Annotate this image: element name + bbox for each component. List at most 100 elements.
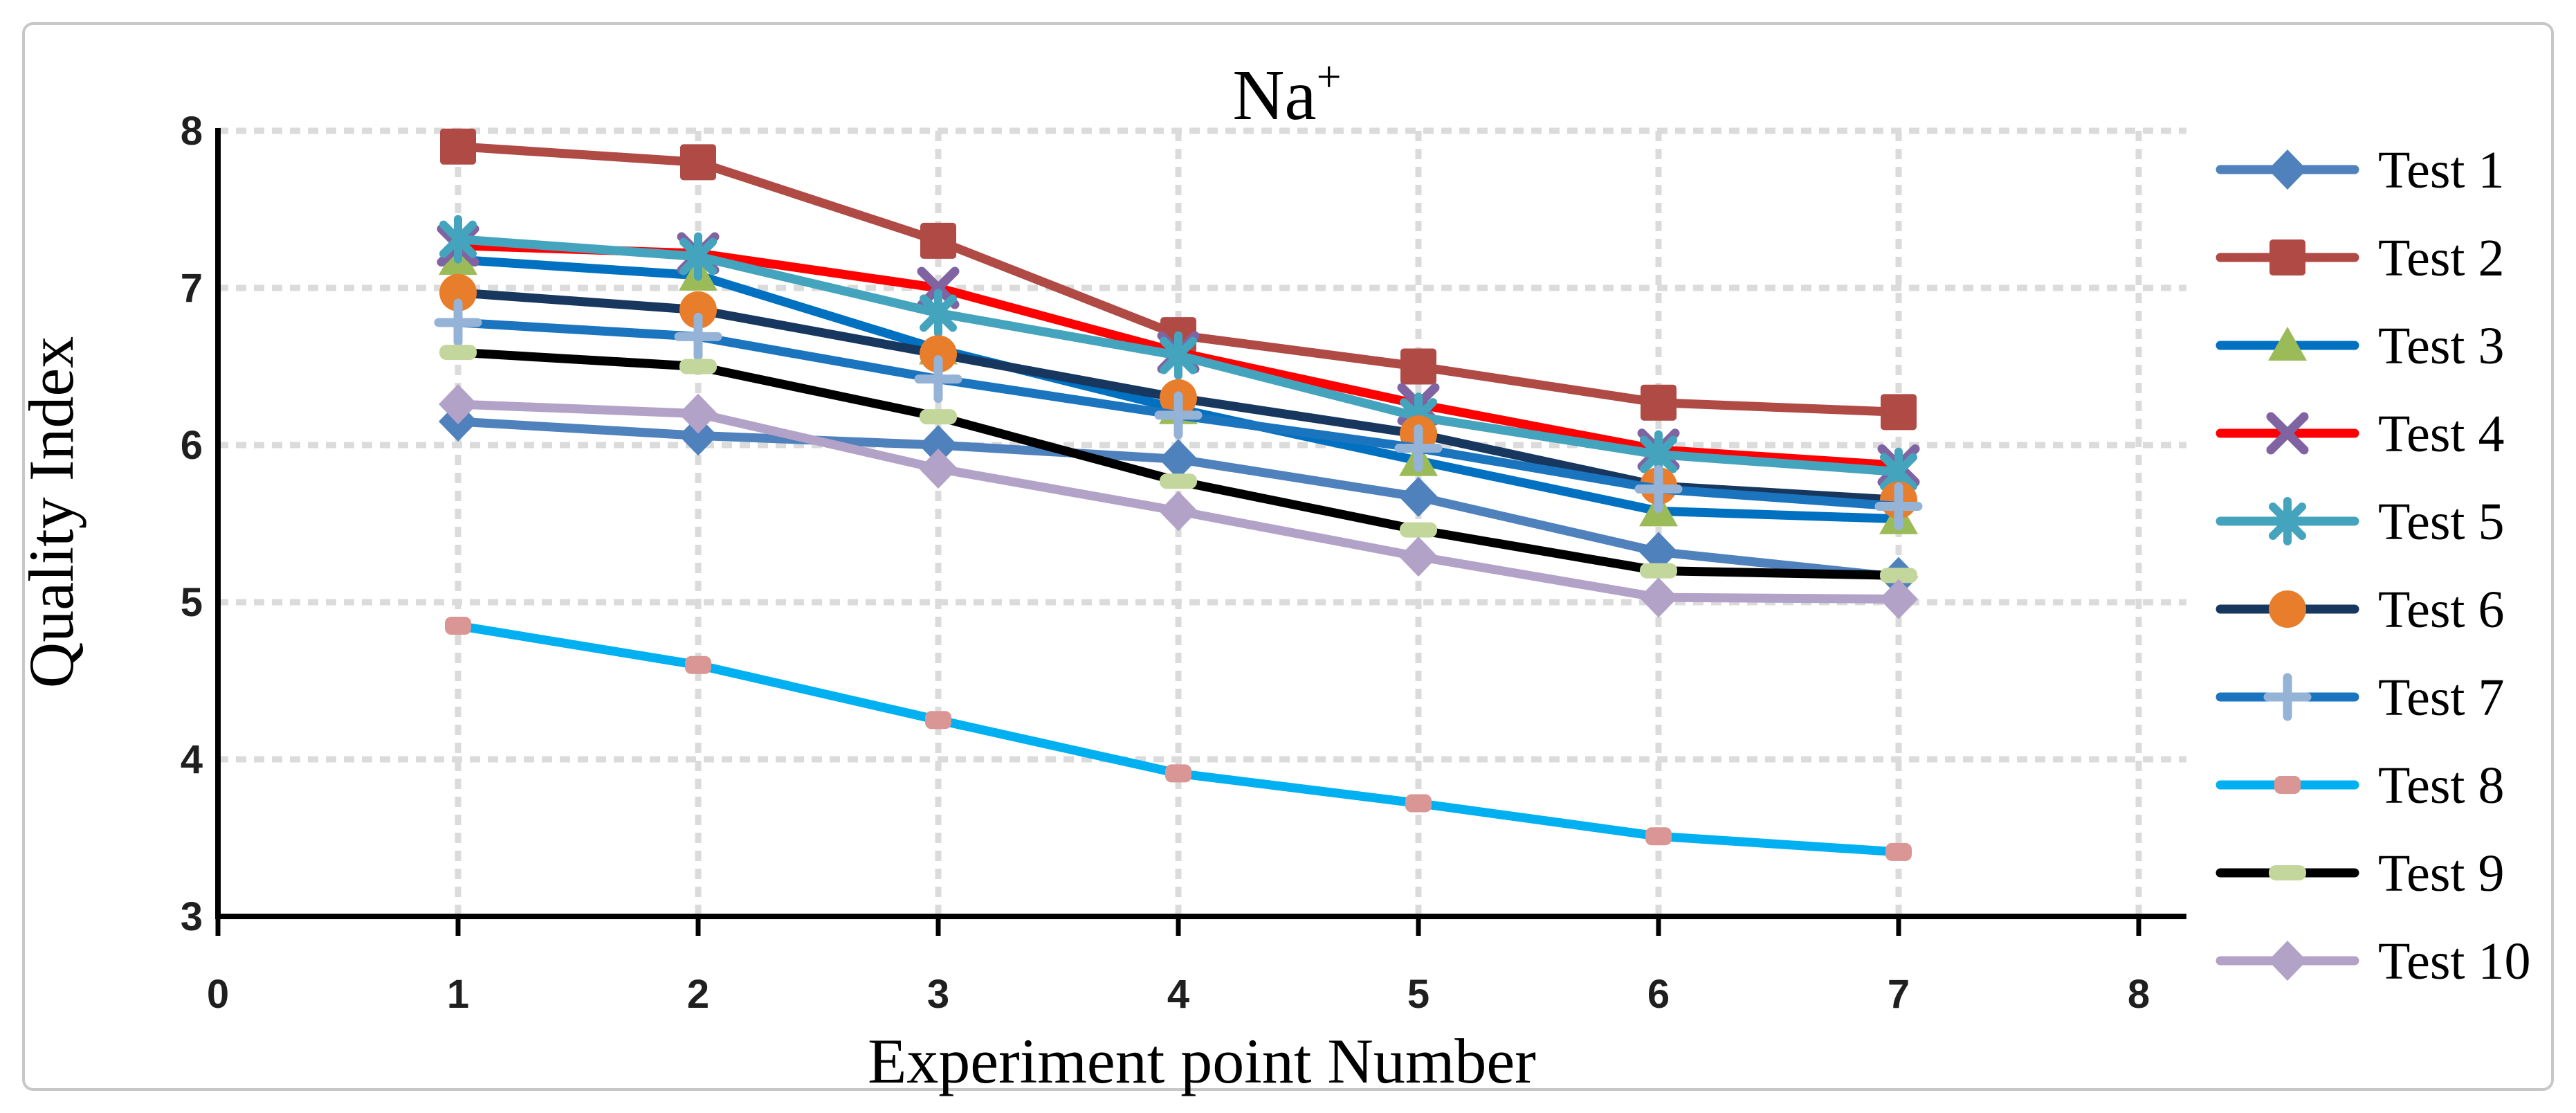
chart-title: Na+ [1232,52,1341,135]
legend-label-test-10: Test 10 [2378,932,2531,990]
legend-marker-test-3 [2268,327,2307,361]
series-marker-test-1-x3 [919,425,958,465]
legend-marker-test-7 [2263,673,2312,721]
x-axis-title: Experiment point Number [868,1026,1536,1096]
legend-marker-test-4 [2266,412,2309,455]
series-marker-test-6-x2 [679,291,717,329]
series-marker-test-7-x3 [914,355,962,404]
y-tick-label-7: 7 [181,266,203,311]
legend-item-test-6: Test 6 [2216,581,2505,639]
series-marker-test-2-x1 [440,128,476,165]
series-marker-test-7-x4 [1154,391,1203,440]
legend-item-test-10: Test 10 [2216,932,2531,990]
x-tick-label-1: 1 [447,972,469,1017]
y-tick-label-6: 6 [181,423,203,468]
series-marker-test-9-x7 [1880,568,1917,583]
series-test-10 [439,383,1918,619]
series-marker-test-9-x6 [1640,563,1677,579]
legend-item-test-9: Test 9 [2216,844,2505,903]
series-marker-test-6-x3 [920,335,957,373]
series-marker-test-7-x7 [1874,482,1923,531]
series-marker-test-9-x2 [679,359,717,374]
legend-marker-test-10 [2268,941,2307,981]
legend-item-test-5: Test 5 [2216,493,2505,551]
series-marker-test-10-x5 [1399,536,1438,577]
series-marker-test-1-x6 [1639,532,1678,572]
x-tick-label-2: 2 [687,972,709,1017]
legend-marker-test-6 [2269,590,2306,628]
series-marker-test-2-x7 [1881,394,1917,431]
series-plot-area [434,128,1923,861]
series-test-8 [445,617,1912,861]
series-marker-test-8-x6 [1645,827,1672,846]
legend-item-test-4: Test 4 [2216,405,2505,463]
series-marker-test-7-x2 [674,312,722,361]
series-marker-test-8-x2 [685,655,711,674]
series-marker-test-8-x1 [445,617,471,635]
legend-label-test-5: Test 5 [2378,493,2505,551]
series-marker-test-7-x5 [1394,424,1443,473]
legend-item-test-1: Test 1 [2216,141,2505,199]
x-tick-label-5: 5 [1407,972,1429,1017]
series-marker-test-1-x5 [1399,476,1438,517]
series-marker-test-10-x4 [1159,491,1198,532]
series-marker-test-9-x4 [1160,473,1197,489]
x-tick-label-7: 7 [1888,972,1910,1017]
series-marker-test-8-x7 [1885,842,1912,861]
series-marker-test-8-x5 [1405,794,1432,813]
series-marker-test-1-x4 [1159,439,1198,480]
y-axis-title: Quality Index [16,336,86,688]
series-marker-test-9-x3 [920,409,957,425]
legend-marker-test-2 [2269,239,2305,275]
legend-item-test-2: Test 2 [2216,229,2505,287]
legend-label-test-2: Test 2 [2378,229,2505,287]
series-marker-test-5-x3 [920,289,957,338]
legend: Test 1 Test 2 Test 3 Test 4 Test 5 Test 6 Test… [2216,141,2531,990]
axis-tick-labels: 3 4 5 6 7 8 0 1 2 3 4 5 6 7 8 [181,109,2150,1017]
series-marker-test-9-x1 [439,345,477,361]
y-tick-label-4: 4 [181,737,203,782]
x-tick-label-6: 6 [1647,972,1670,1017]
legend-label-test-4: Test 4 [2378,405,2505,463]
legend-item-test-3: Test 3 [2216,317,2505,375]
series-marker-test-6-x1 [439,273,477,311]
series-marker-test-10-x6 [1639,577,1678,618]
series-marker-test-10-x3 [919,449,958,489]
chart-title-superscript: + [1317,52,1342,101]
x-tick-label-0: 0 [207,972,229,1017]
y-tick-label-5: 5 [181,580,203,625]
series-marker-test-5-x1 [439,215,477,264]
series-test-9 [439,345,1917,583]
legend-marker-test-9 [2269,865,2306,880]
legend-marker-test-5 [2269,497,2306,545]
series-test-7 [434,298,1923,531]
x-tick-label-8: 8 [2128,972,2150,1017]
y-tick-label-8: 8 [181,109,203,154]
series-marker-test-5-x2 [679,232,717,281]
series-marker-test-10-x2 [679,393,718,434]
series-marker-test-9-x5 [1400,522,1437,538]
legend-label-test-1: Test 1 [2378,141,2505,199]
series-marker-test-7-x1 [434,298,482,347]
legend-label-test-3: Test 3 [2378,317,2505,375]
series-marker-test-2-x2 [680,144,716,181]
legend-item-test-7: Test 7 [2216,669,2505,727]
series-marker-test-2-x3 [920,222,956,259]
series-marker-test-2-x6 [1641,384,1677,421]
series-marker-test-7-x6 [1634,465,1683,514]
series-marker-test-2-x5 [1400,348,1436,385]
chart-frame-border [22,22,2554,1091]
legend-label-test-7: Test 7 [2378,669,2505,727]
x-tick-label-4: 4 [1167,972,1189,1017]
series-test-5 [439,215,1917,496]
series-marker-test-1-x2 [679,415,718,456]
axes [215,128,2186,936]
series-marker-test-10-x7 [1879,579,1918,619]
legend-label-test-6: Test 6 [2378,581,2505,639]
legend-marker-test-1 [2268,150,2307,190]
series-marker-test-5-x4 [1160,331,1197,380]
legend-label-test-9: Test 9 [2378,844,2505,903]
legend-label-test-8: Test 8 [2378,757,2505,815]
